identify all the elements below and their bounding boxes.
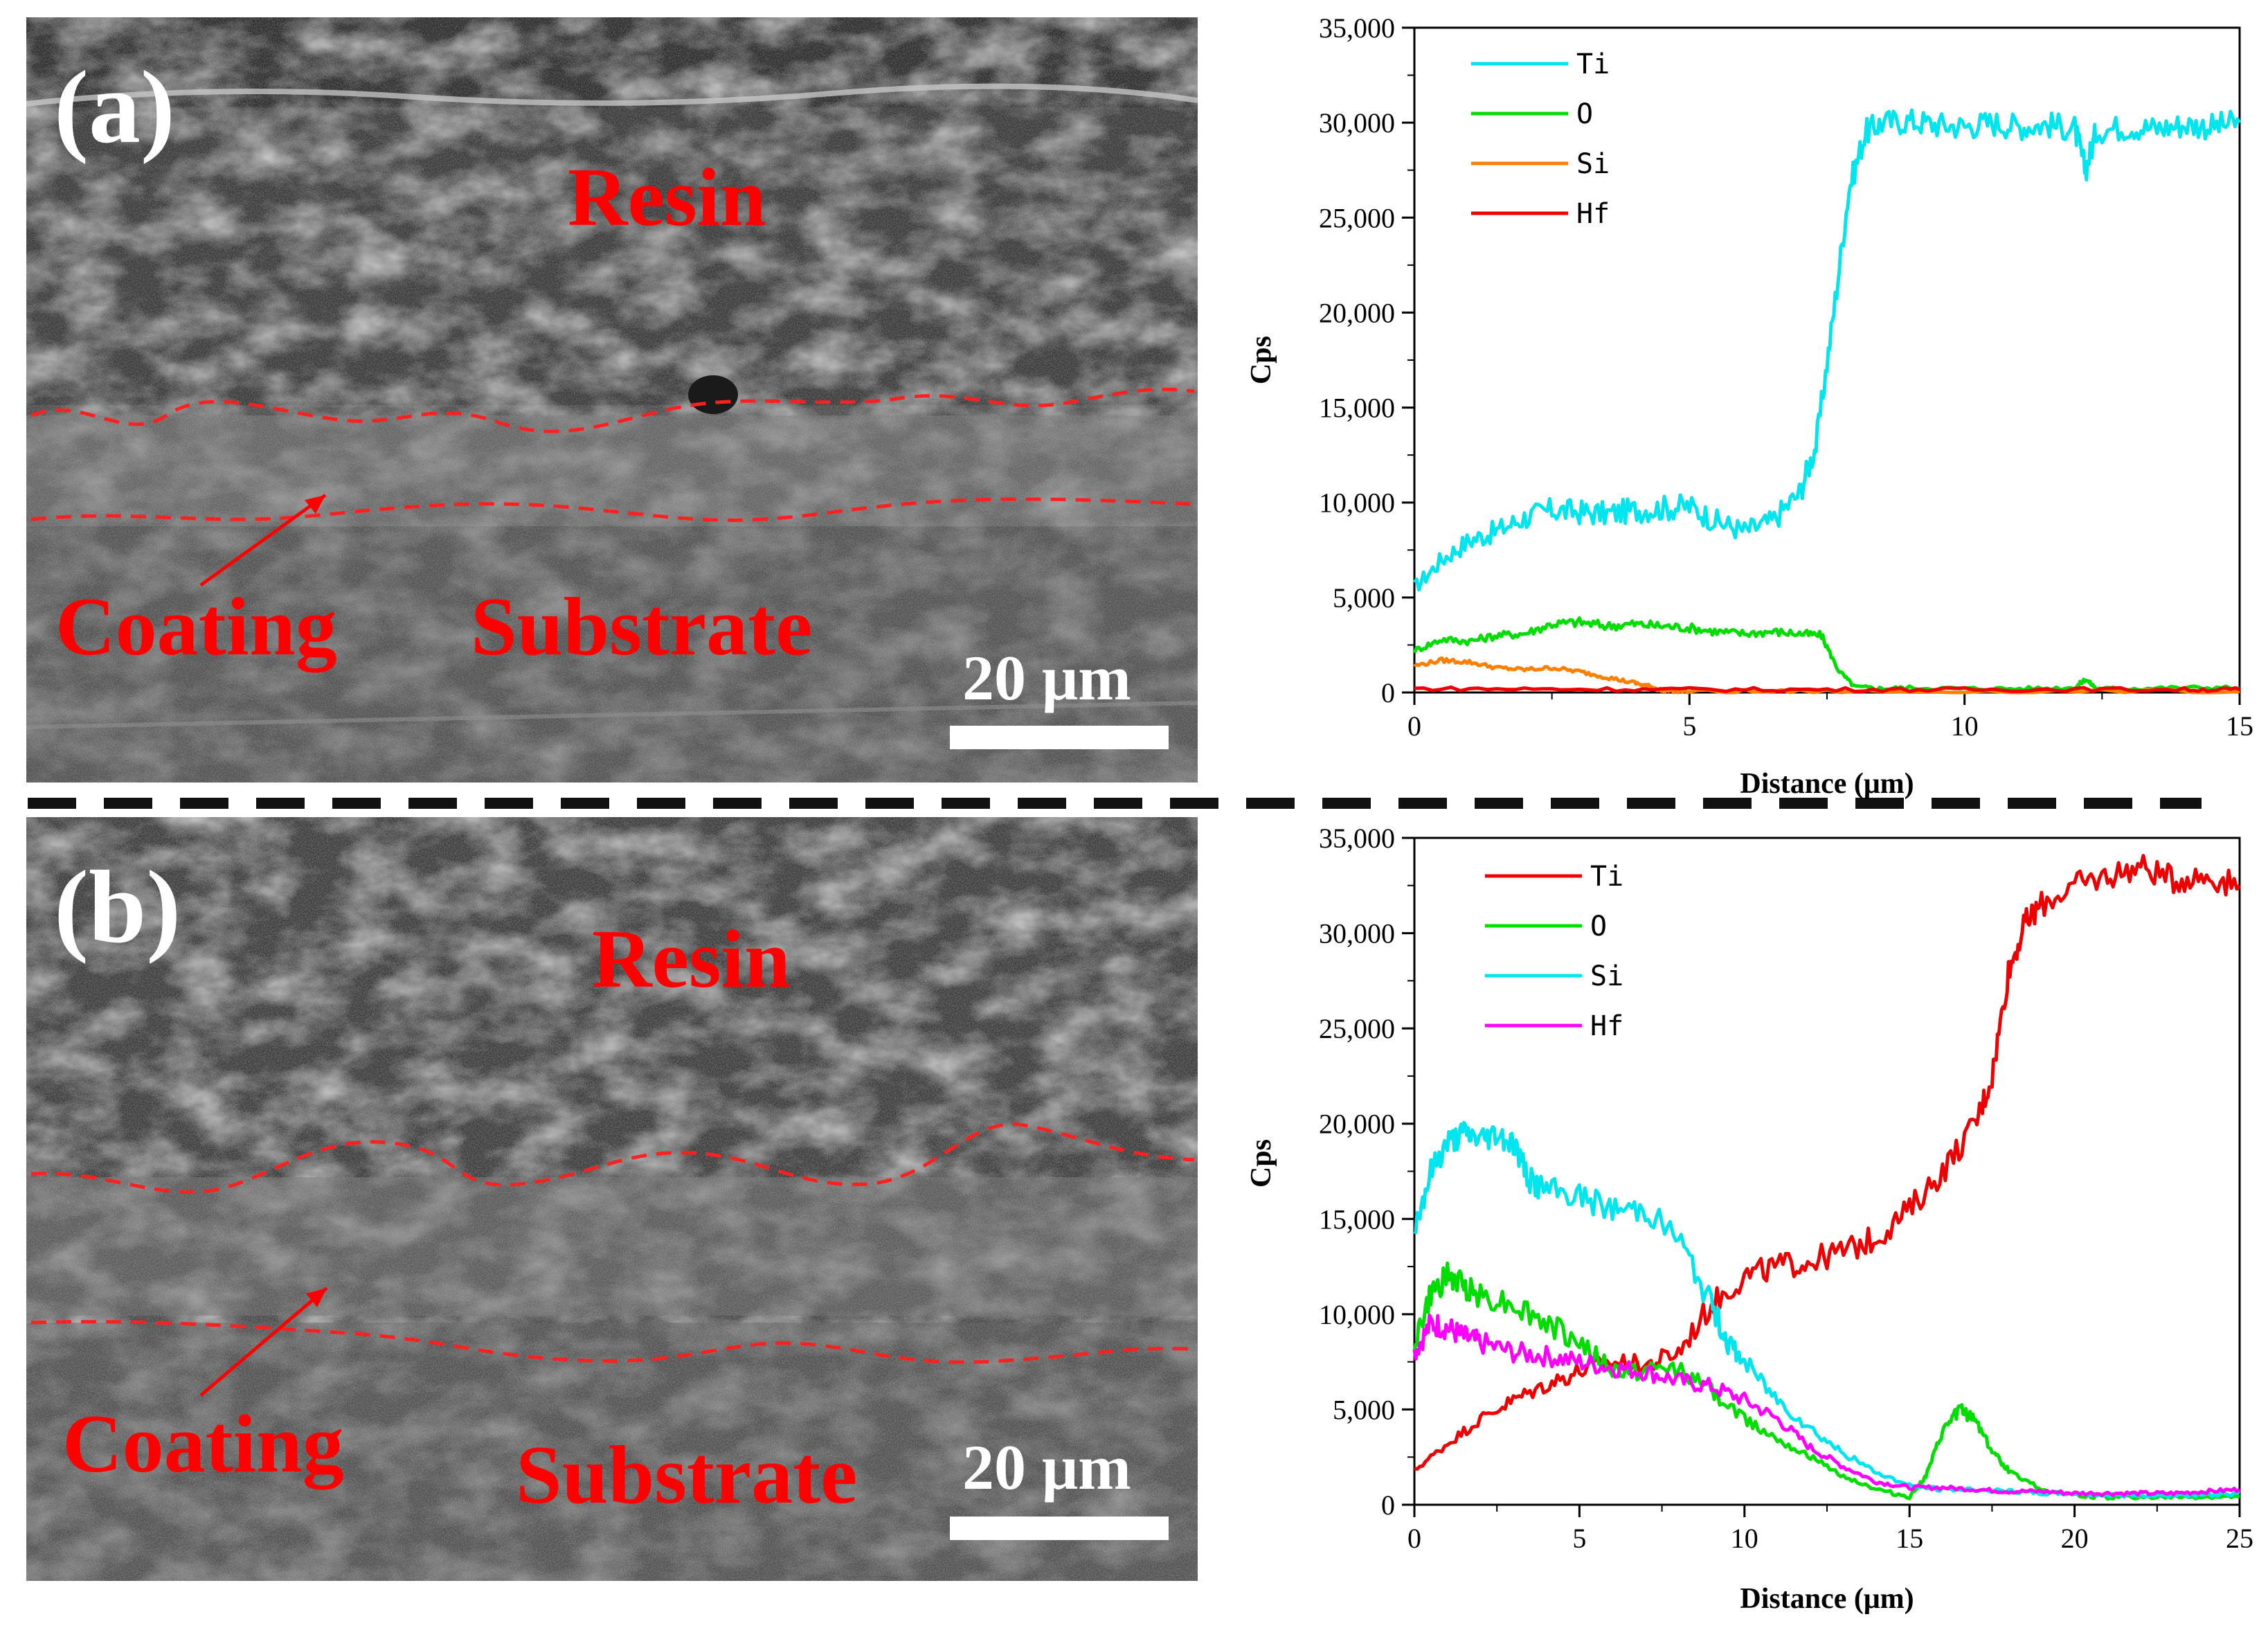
x-tick-label: 15 [2226,710,2253,742]
series-line-si [1413,1120,2240,1499]
x-tick-label: 20 [2061,1523,2089,1554]
y-tick-label: 25,000 [1319,1013,1395,1044]
y-tick-label: 5,000 [1333,1394,1395,1425]
y-tick-label: 5,000 [1333,582,1395,614]
x-tick-label: 25 [2226,1523,2253,1554]
label-resin-b: Resin [592,913,791,1005]
x-axis-label: Distance (μm) [1740,1583,1914,1615]
y-tick-label: 0 [1381,677,1395,708]
legend-label-hf: Hf [1576,198,1610,230]
series-line-hf [1414,685,2240,694]
panel-label-b: (b) [54,850,181,965]
y-axis-label: Cps [1245,336,1277,384]
legend-label-o: O [1590,911,1607,942]
x-tick-label: 10 [1731,1523,1758,1554]
label-resin-a: Resin [568,151,766,243]
x-tick-label: 5 [1572,1523,1586,1554]
y-tick-label: 10,000 [1319,487,1395,519]
label-substrate-b: Substrate [516,1429,857,1521]
legend-label-ti: Ti [1590,861,1623,893]
x-tick-label: 5 [1682,710,1696,742]
legend-label-si: Si [1576,148,1610,180]
y-tick-label: 35,000 [1319,823,1395,854]
legend-label-o: O [1576,98,1593,130]
label-coating-a: Coating [55,580,337,673]
x-tick-label: 15 [1896,1523,1923,1554]
scale-bar-b [950,1517,1169,1540]
scale-bar-label-a: 20 μm [962,643,1131,713]
legend-label-ti: Ti [1576,48,1610,80]
scale-bar-a [950,726,1169,749]
x-axis-label: Distance (μm) [1740,768,1914,800]
y-tick-label: 10,000 [1319,1299,1395,1330]
y-tick-label: 20,000 [1319,1109,1395,1140]
y-tick-label: 15,000 [1319,393,1395,424]
x-tick-label: 0 [1407,1523,1421,1554]
label-coating-b: Coating [62,1397,344,1490]
panel-label-a: (a) [54,50,175,165]
series-line-ti [1413,108,2242,592]
y-tick-label: 30,000 [1319,107,1395,138]
series-line-hf [1412,1314,2241,1497]
line-chart-b: 0 5,000 10,000 15,000 20,000 25,000 30,000 35,0… [1245,823,2253,1615]
sem-image-b [26,817,1198,1581]
y-axis-label: Cps [1245,1139,1277,1188]
y-tick-label: 0 [1381,1490,1395,1521]
plot-frame [1413,837,2241,1506]
x-tick-label: 0 [1407,710,1421,742]
x-tick-label: 10 [1951,710,1979,742]
label-substrate-a: Substrate [471,580,812,672]
y-tick-label: 35,000 [1319,12,1395,44]
legend-label-hf: Hf [1590,1010,1623,1042]
y-tick-label: 20,000 [1319,297,1395,328]
series-line-o [1412,616,2240,692]
scale-bar-label-b: 20 μm [962,1432,1131,1503]
line-chart-a: 0 5,000 10,000 15,000 20,000 25,000 30,000 35,0… [1245,12,2253,800]
sem-image-a [26,17,1198,782]
series-line-o [1412,1261,2240,1501]
series-line-ti [1414,854,2241,1471]
legend-label-si: Si [1590,960,1623,992]
y-tick-label: 30,000 [1319,918,1395,949]
y-tick-label: 25,000 [1319,202,1395,233]
y-tick-label: 15,000 [1319,1204,1395,1235]
